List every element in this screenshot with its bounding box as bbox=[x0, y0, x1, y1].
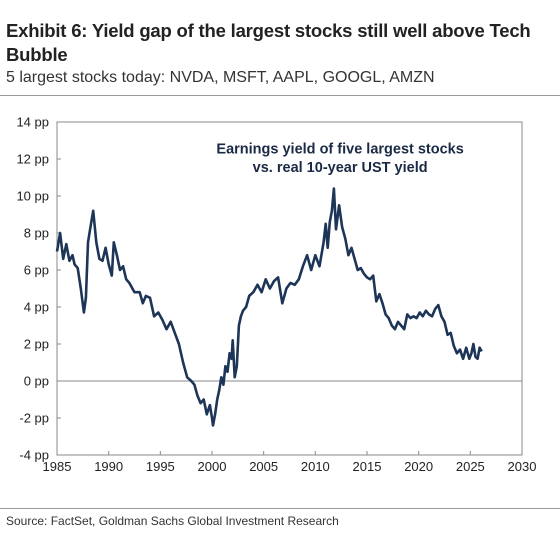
y-tick-label: 10 pp bbox=[16, 189, 49, 204]
x-tick-label: 2015 bbox=[353, 459, 382, 474]
annotation-label: vs. real 10-year UST yield bbox=[253, 160, 428, 176]
x-axis: 1985 1990 1995 2000 2005 2010 2015 2020 2025 2030 bbox=[43, 451, 537, 474]
source-note: Source: FactSet, Goldman Sachs Global In… bbox=[6, 514, 339, 528]
y-tick-label: 2 pp bbox=[24, 337, 49, 352]
x-tick-label: 2025 bbox=[456, 459, 485, 474]
y-tick-label: -4 pp bbox=[19, 448, 49, 463]
bottom-divider bbox=[0, 508, 560, 509]
x-tick-label: 1985 bbox=[43, 459, 72, 474]
chart-plot: 1985 1990 1995 2000 2005 2010 2015 2020 2025 2030… bbox=[16, 115, 537, 475]
y-tick-label: -2 pp bbox=[19, 411, 49, 426]
y-tick-label: 4 pp bbox=[24, 300, 49, 315]
series-line bbox=[55, 187, 483, 427]
plot-area-frame bbox=[56, 121, 523, 456]
x-tick-label: 2010 bbox=[301, 459, 330, 474]
x-tick-label: 1990 bbox=[94, 459, 123, 474]
y-tick-label: 12 pp bbox=[16, 152, 49, 167]
y-axis: -4 pp -2 pp 0 pp 2 pp 4 pp 6 pp 8 pp 10 pp 12 pp… bbox=[16, 115, 61, 463]
chart-annotations: Earnings yield of five largest stocks vs.… bbox=[216, 141, 463, 176]
x-tick-label: 2005 bbox=[249, 459, 278, 474]
x-tick-label: 1995 bbox=[146, 459, 175, 474]
x-tick-label: 2020 bbox=[404, 459, 433, 474]
x-tick-label: 2000 bbox=[198, 459, 227, 474]
top-divider bbox=[0, 95, 560, 96]
y-tick-label: 6 pp bbox=[24, 263, 49, 278]
y-tick-label: 8 pp bbox=[24, 226, 49, 241]
chart-title: Exhibit 6: Yield gap of the largest stoc… bbox=[6, 20, 531, 65]
y-tick-label: 14 pp bbox=[16, 115, 49, 130]
chart-subtitle: 5 largest stocks today: NVDA, MSFT, AAPL… bbox=[6, 69, 435, 86]
annotation-label: Earnings yield of five largest stocks bbox=[216, 141, 463, 157]
x-tick-label: 2030 bbox=[508, 459, 537, 474]
y-tick-label: 0 pp bbox=[24, 374, 49, 389]
